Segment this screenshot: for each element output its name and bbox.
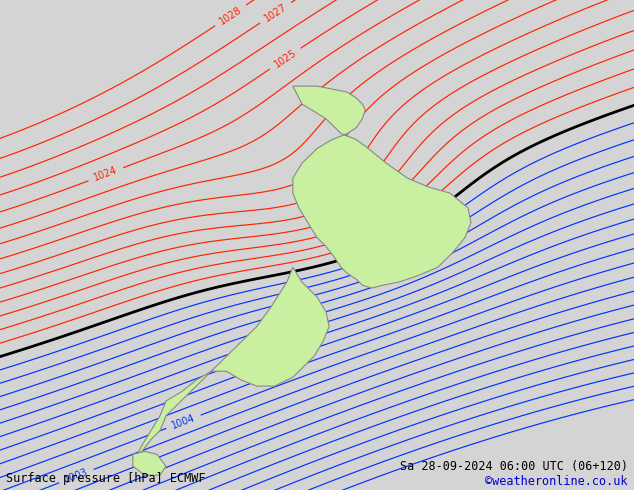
Text: 1028: 1028 — [217, 4, 243, 26]
Polygon shape — [136, 267, 329, 457]
Polygon shape — [293, 86, 471, 288]
Text: 1027: 1027 — [262, 2, 288, 24]
Text: 1004: 1004 — [170, 413, 197, 431]
Text: Sa 28-09-2024 06:00 UTC (06+120): Sa 28-09-2024 06:00 UTC (06+120) — [399, 460, 628, 473]
Text: 1003: 1003 — [63, 467, 89, 485]
Polygon shape — [133, 451, 166, 475]
Text: ©weatheronline.co.uk: ©weatheronline.co.uk — [485, 474, 628, 488]
Text: 1025: 1025 — [272, 48, 298, 70]
Text: 1024: 1024 — [93, 165, 119, 183]
Text: Surface pressure [hPa] ECMWF: Surface pressure [hPa] ECMWF — [6, 472, 206, 485]
